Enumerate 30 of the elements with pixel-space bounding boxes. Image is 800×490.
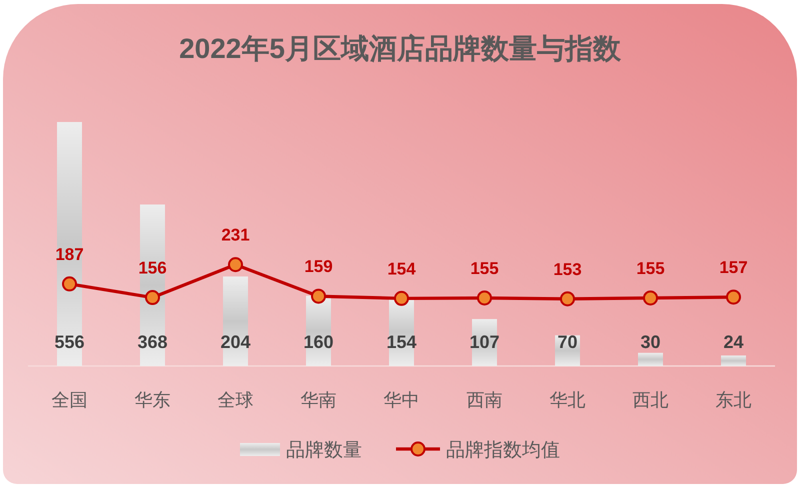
data-label: 157 <box>719 258 748 278</box>
data-label: 155 <box>470 258 499 278</box>
data-label: 154 <box>386 332 417 352</box>
data-label: 24 <box>723 332 744 352</box>
data-label: 70 <box>557 332 578 352</box>
data-label: 30 <box>640 332 661 352</box>
data-label: 155 <box>636 258 665 278</box>
data-label: 153 <box>553 260 582 279</box>
x-tick-label: 华东 <box>134 390 170 410</box>
legend-label: 品牌指数均值 <box>446 440 560 461</box>
x-tick-label: 华中 <box>384 390 420 410</box>
x-tick-label: 西南 <box>466 390 502 410</box>
data-label: 160 <box>303 332 334 352</box>
x-tick-label: 西北 <box>632 390 668 410</box>
x-tick-label: 全国 <box>52 390 88 410</box>
data-label: 368 <box>137 332 168 352</box>
x-tick-label: 全球 <box>218 390 254 410</box>
data-label: 159 <box>304 257 333 276</box>
data-label: 231 <box>221 226 250 245</box>
data-label: 154 <box>387 259 416 278</box>
legend-label: 品牌数量 <box>286 440 362 461</box>
x-tick-label: 华北 <box>550 390 586 410</box>
data-label: 107 <box>469 332 500 352</box>
data-label: 204 <box>220 332 251 352</box>
data-label: 556 <box>54 332 85 352</box>
x-tick-label: 华南 <box>300 390 336 410</box>
data-label: 156 <box>138 258 167 278</box>
title: 2022年5月区域酒店品牌数量与指数 <box>179 33 621 64</box>
x-tick-label: 东北 <box>716 390 752 410</box>
data-label: 187 <box>55 244 84 264</box>
